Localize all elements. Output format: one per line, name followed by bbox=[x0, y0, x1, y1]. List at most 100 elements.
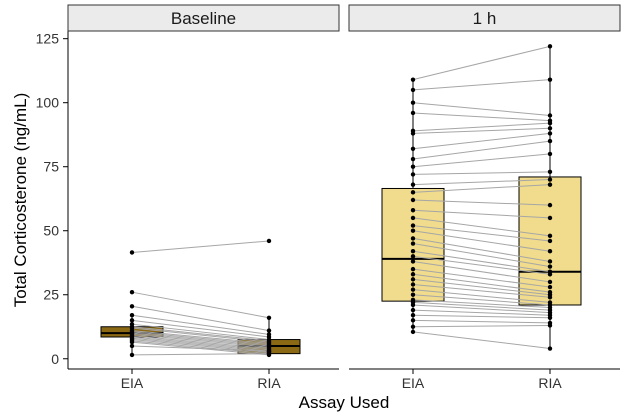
data-point bbox=[547, 323, 553, 328]
pair-line bbox=[412, 209, 551, 219]
data-point bbox=[547, 346, 553, 351]
pair-line bbox=[412, 319, 551, 324]
x-tick-label: EIA bbox=[402, 375, 425, 391]
data-point bbox=[547, 259, 553, 264]
data-point bbox=[266, 238, 272, 244]
pair-line bbox=[412, 301, 551, 311]
data-point bbox=[547, 120, 553, 126]
data-point bbox=[547, 202, 553, 208]
data-point bbox=[410, 241, 416, 246]
y-tick-label: 25 bbox=[43, 287, 59, 303]
data-point bbox=[547, 126, 553, 131]
data-point bbox=[410, 292, 416, 297]
pair-line bbox=[412, 122, 551, 132]
pair-line bbox=[412, 184, 551, 193]
data-point bbox=[410, 329, 416, 335]
pair-line bbox=[131, 330, 270, 344]
data-point bbox=[410, 110, 416, 116]
pair-line bbox=[412, 273, 551, 293]
data-point bbox=[410, 77, 416, 82]
data-point bbox=[547, 177, 553, 182]
data-point bbox=[410, 307, 416, 313]
pair-line bbox=[412, 284, 551, 298]
data-point bbox=[410, 266, 416, 272]
y-tick-label: 50 bbox=[43, 223, 59, 239]
data-point bbox=[410, 208, 416, 213]
facet-panel: Baseline EIA RIA bbox=[67, 4, 340, 391]
facet-strip-label: Baseline bbox=[171, 9, 236, 28]
pair-line bbox=[412, 260, 551, 283]
pair-line bbox=[131, 319, 270, 338]
y-tick-label: 100 bbox=[36, 95, 60, 111]
data-point bbox=[129, 352, 135, 358]
pair-line bbox=[131, 336, 270, 351]
pair-line bbox=[412, 250, 551, 273]
pair-line bbox=[412, 268, 551, 288]
data-point bbox=[410, 172, 416, 177]
data-point bbox=[410, 254, 416, 259]
pair-line bbox=[412, 294, 551, 306]
data-point bbox=[410, 272, 416, 277]
data-point bbox=[410, 324, 416, 329]
data-point bbox=[410, 190, 416, 195]
data-point bbox=[266, 351, 272, 356]
data-point bbox=[410, 146, 416, 151]
x-tick-label: RIA bbox=[257, 375, 281, 391]
data-point bbox=[547, 215, 553, 221]
pair-line bbox=[131, 291, 270, 319]
pair-line bbox=[131, 353, 270, 356]
data-point bbox=[410, 215, 416, 221]
pair-line bbox=[412, 243, 551, 268]
data-point bbox=[547, 182, 553, 187]
pair-line bbox=[412, 179, 551, 186]
data-point bbox=[410, 197, 416, 203]
facet-strip-label: 1 h bbox=[473, 9, 497, 28]
pair-line bbox=[131, 326, 270, 342]
pair-line bbox=[131, 333, 270, 348]
data-point bbox=[129, 250, 135, 255]
y-axis-label: Total Corticosterone (ng/mL) bbox=[11, 93, 30, 307]
data-point bbox=[129, 304, 135, 309]
pair-line bbox=[131, 332, 270, 347]
pair-line bbox=[412, 331, 551, 350]
data-point bbox=[410, 236, 416, 241]
data-point bbox=[129, 289, 135, 295]
data-point bbox=[547, 272, 553, 277]
pair-line bbox=[412, 102, 551, 116]
data-point bbox=[410, 228, 416, 233]
data-point bbox=[547, 295, 553, 300]
data-point bbox=[410, 313, 416, 318]
y-axis: 0 25 50 75 100 125 bbox=[36, 31, 69, 369]
pair-line bbox=[131, 314, 270, 335]
data-point bbox=[547, 113, 553, 118]
pair-line bbox=[412, 45, 551, 81]
pair-line bbox=[412, 127, 551, 134]
data-point bbox=[410, 100, 416, 105]
pair-line bbox=[412, 278, 551, 296]
x-axis-label: Assay Used bbox=[299, 393, 390, 412]
pair-line bbox=[131, 335, 270, 350]
pair-line bbox=[412, 324, 551, 328]
data-point bbox=[129, 318, 135, 323]
data-point bbox=[410, 282, 416, 287]
data-point bbox=[547, 284, 553, 290]
data-point bbox=[547, 315, 553, 320]
pair-line bbox=[412, 153, 551, 168]
pair-line bbox=[131, 240, 270, 253]
pair-line bbox=[412, 314, 551, 319]
pair-line bbox=[412, 217, 551, 237]
pair-line bbox=[131, 337, 270, 352]
data-point bbox=[547, 77, 553, 82]
pair-line bbox=[131, 327, 270, 343]
data-point bbox=[547, 151, 553, 157]
pair-line bbox=[412, 299, 551, 309]
data-point bbox=[547, 44, 553, 49]
data-point bbox=[410, 287, 416, 292]
pair-line bbox=[412, 237, 551, 262]
pair-line bbox=[412, 255, 551, 275]
y-tick-label: 0 bbox=[51, 351, 59, 367]
data-point bbox=[547, 279, 553, 285]
pair-line bbox=[131, 323, 270, 341]
pair-line bbox=[412, 199, 551, 206]
